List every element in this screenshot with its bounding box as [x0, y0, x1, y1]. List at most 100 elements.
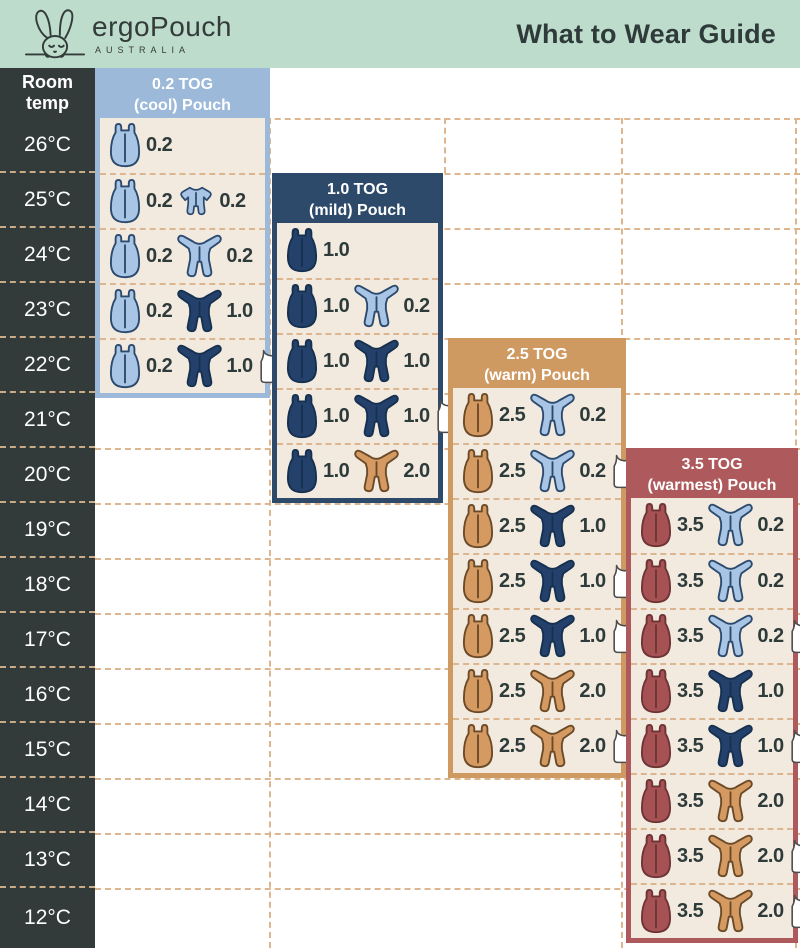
guide-row-19C: 2.5 1.0 [453, 498, 621, 553]
tog-value: 2.0 [579, 680, 606, 702]
pouch-icon [461, 448, 495, 495]
tog-value: 0.2 [579, 460, 606, 482]
sleepsuit-icon [530, 449, 575, 494]
tog-value: 2.5 [499, 625, 526, 647]
tog-value: 1.0 [579, 570, 606, 592]
temp-label: 26°C [0, 118, 95, 173]
temp-label: 19°C [0, 503, 95, 558]
pouch-icon [461, 558, 495, 605]
sleepsuit-icon [354, 394, 399, 439]
tog-value: 1.0 [403, 405, 430, 427]
garment-sleepsuit: 0.2 [530, 393, 606, 438]
garment-sleepsuit: 0.2 [354, 284, 430, 329]
temp-label: 16°C [0, 668, 95, 723]
pouch-icon [285, 227, 319, 274]
pouch-icon [639, 613, 673, 660]
sleepsuit-icon [354, 339, 399, 384]
sleepsuit-icon [177, 234, 222, 279]
panel-title: 0.2 TOG (cool) Pouch [100, 73, 265, 118]
sleepsuit-icon [530, 559, 575, 604]
garment-sleepsuit: 0.2 [708, 503, 784, 548]
garment-pouch: 3.5 [639, 778, 704, 825]
pouch-icon [639, 888, 673, 935]
garment-pouch: 3.5 [639, 723, 704, 770]
garment-sleepsuit: 0.2 [530, 449, 606, 494]
guide-row-19C: 3.5 0.2 [631, 498, 793, 553]
garment-pouch: 3.5 [639, 502, 704, 549]
brand-name: ergoPouch [92, 11, 232, 42]
garment-sleepsuit: 1.0 [354, 394, 430, 439]
pouch-icon [285, 393, 319, 440]
tog-value: 3.5 [677, 735, 704, 757]
garment-pouch: 0.2 [108, 233, 173, 280]
tog-value: 0.2 [146, 300, 173, 322]
grid-line [95, 503, 800, 505]
garment-singlet [789, 838, 800, 875]
garment-singlet [789, 618, 800, 655]
garment-sleepsuit: 1.0 [354, 339, 430, 384]
pouch-icon [461, 668, 495, 715]
guide-row-25C: 0.2 0.2 [100, 173, 265, 228]
tog-value: 3.5 [677, 625, 704, 647]
guide-row-24C: 1.0 [277, 223, 438, 278]
tog-value: 0.2 [757, 514, 784, 536]
guide-row-16C: 2.5 2.0 [453, 663, 621, 718]
panel-title: 3.5 TOG (warmest) Pouch [631, 453, 793, 498]
pouch-icon [108, 122, 142, 169]
grid-line [444, 118, 446, 173]
pouch-icon [285, 283, 319, 330]
panel-title: 2.5 TOG (warm) Pouch [453, 343, 621, 388]
sleepsuit-icon [530, 393, 575, 438]
garment-pouch: 3.5 [639, 668, 704, 715]
guide-row-23C: 1.0 0.2 [277, 278, 438, 333]
grid-line [95, 118, 800, 120]
garment-sleepsuit: 2.0 [354, 449, 430, 494]
grid-line [95, 613, 800, 615]
temp-label: 23°C [0, 283, 95, 338]
grid-line [95, 778, 800, 780]
garment-pouch: 0.2 [108, 343, 173, 390]
sleepsuit-icon [708, 559, 753, 604]
guide-row-13C: 3.5 2.0 [631, 828, 793, 883]
garment-sleepsuit: 2.0 [530, 669, 606, 714]
garment-sleepsuit: 2.0 [708, 779, 784, 824]
singlet-icon [789, 893, 800, 930]
garment-pouch: 1.0 [285, 393, 350, 440]
temp-label: 15°C [0, 723, 95, 778]
garment-pouch: 3.5 [639, 558, 704, 605]
sleepsuit-icon [530, 614, 575, 659]
garment-sleepsuit: 2.0 [530, 724, 606, 769]
guide-row-12C: 3.5 2.0 [631, 883, 793, 938]
garment-sleepsuit: 0.2 [177, 234, 253, 279]
tog-value: 2.5 [499, 460, 526, 482]
garment-sleepsuit: 2.0 [708, 834, 784, 879]
grid-line [95, 668, 800, 670]
sleepsuit-icon [708, 889, 753, 934]
tog-value: 1.0 [226, 300, 253, 322]
pouch-icon [639, 502, 673, 549]
guide-row-22C: 1.0 1.0 [277, 333, 438, 388]
tog-value: 1.0 [323, 239, 350, 261]
grid-line [269, 118, 271, 948]
guide-grid: Room temp 26°C 25°C 24°C 23°C 22°C 21°C 20°C 19… [0, 68, 800, 948]
garment-pouch: 2.5 [461, 668, 526, 715]
guide-row-21C: 1.0 1.0 [277, 388, 438, 443]
bunny-logo-icon [24, 9, 86, 59]
tog-value: 3.5 [677, 680, 704, 702]
panel-0.2-tog-cool-pouch: 0.2 TOG (cool) Pouch 0.2 0.2 0.2 0.2 0.2 0.2 1.0… [95, 68, 270, 398]
garment-sleepsuit: 0.2 [708, 614, 784, 659]
sleepsuit-icon [708, 834, 753, 879]
sleepsuit-icon [530, 504, 575, 549]
guide-row-17C: 3.5 0.2 [631, 608, 793, 663]
sleepsuit-icon [530, 669, 575, 714]
pouch-icon [461, 392, 495, 439]
pouch-icon [461, 613, 495, 660]
garment-pouch: 1.0 [285, 448, 350, 495]
singlet-icon [789, 728, 800, 765]
pouch-icon [639, 778, 673, 825]
guide-row-18C: 3.5 0.2 [631, 553, 793, 608]
tog-value: 1.0 [579, 625, 606, 647]
tog-value: 2.5 [499, 680, 526, 702]
garment-pouch: 2.5 [461, 392, 526, 439]
garment-sleepsuit: 1.0 [708, 669, 784, 714]
